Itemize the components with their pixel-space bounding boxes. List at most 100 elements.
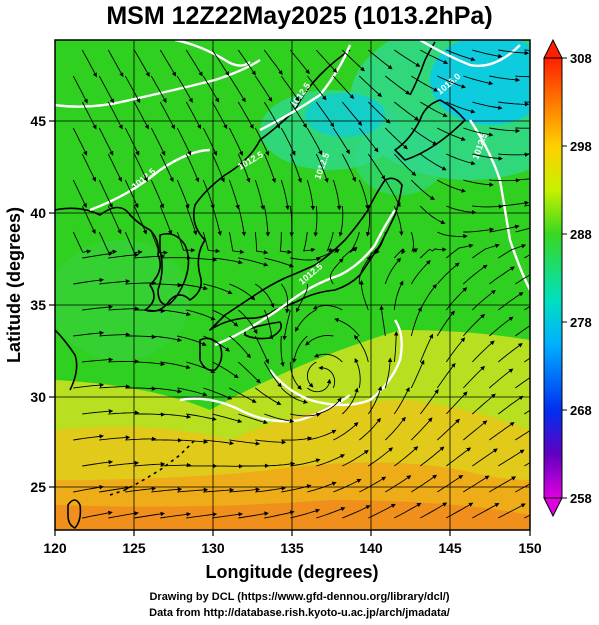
wind-streamline xyxy=(99,332,131,337)
wind-streamline xyxy=(98,231,118,255)
wind-streamline xyxy=(515,430,530,441)
wind-streamline xyxy=(489,266,515,285)
wind-streamline xyxy=(99,384,131,389)
wind-streamline xyxy=(472,49,503,59)
wind-streamline xyxy=(436,262,460,285)
wind-streamline xyxy=(341,49,365,72)
wind-streamline xyxy=(81,49,97,78)
wind-streamline xyxy=(177,283,208,291)
wind-streamline xyxy=(202,75,220,103)
wind-streamline xyxy=(72,231,92,254)
x-tick-labels: 120 125 130 135 140 145 150 xyxy=(43,540,542,556)
wind-streamline xyxy=(124,127,140,156)
wind-streamline xyxy=(498,449,525,467)
x-tick-label: 120 xyxy=(43,540,67,556)
wind-streamline xyxy=(419,247,447,259)
wind-streamline xyxy=(99,485,131,493)
wind-streamline xyxy=(134,361,166,367)
wind-streamline xyxy=(316,506,346,519)
wind-streamline xyxy=(264,257,295,268)
wind-streamline xyxy=(524,305,530,311)
wind-streamline xyxy=(263,153,277,184)
wind-streamline xyxy=(280,75,300,102)
wind-streamline xyxy=(177,335,207,346)
colorbar-tick-label: 308 xyxy=(570,51,592,66)
wind-streamline xyxy=(160,361,191,370)
x-tick-label: 135 xyxy=(280,540,304,556)
colorbar-tick-label: 298 xyxy=(570,139,592,154)
korea-peninsula xyxy=(157,232,190,306)
wind-streamline xyxy=(368,447,393,467)
taiwan xyxy=(67,499,82,529)
ryukyu-islands xyxy=(109,439,196,496)
colorbar-tick-label: 258 xyxy=(570,491,592,506)
coastlines xyxy=(55,41,466,529)
wind-streamline xyxy=(419,205,446,225)
wind-streamline xyxy=(134,412,166,417)
wind-streamline xyxy=(524,204,530,207)
wind-streamline xyxy=(279,232,293,255)
wind-streamline xyxy=(437,179,466,193)
wind-streamline xyxy=(203,283,233,295)
credit-line-2: Data from http://database.rish.kyoto-u.a… xyxy=(149,607,450,619)
wind-streamline xyxy=(150,127,166,156)
wind-streamline xyxy=(72,127,88,156)
wind-streamline xyxy=(436,310,455,337)
wind-streamline xyxy=(394,101,420,121)
wind-streamline xyxy=(471,289,496,311)
wind-streamline xyxy=(108,410,140,415)
wind-streamline xyxy=(82,357,114,363)
wind-streamline xyxy=(463,179,494,187)
temperature-field xyxy=(55,40,530,530)
wind-streamline xyxy=(358,179,370,210)
wind-streamline xyxy=(462,313,486,337)
wind-streamline xyxy=(524,409,530,415)
wind-streamline xyxy=(186,512,218,519)
wind-streamline xyxy=(212,257,243,265)
wind-streamline xyxy=(290,412,321,417)
wind-streamline xyxy=(437,127,466,141)
wind-streamline xyxy=(238,413,268,425)
wind-streamline xyxy=(186,257,218,263)
wind-streamline xyxy=(202,127,218,156)
wind-streamline xyxy=(316,397,342,415)
wind-streamline xyxy=(133,153,148,183)
wind-streamline xyxy=(151,487,183,493)
wind-streamline xyxy=(307,481,337,493)
wind-streamline xyxy=(410,260,431,285)
wind-streamline xyxy=(338,205,344,237)
x-tick-label: 140 xyxy=(359,540,383,556)
wind-streamline xyxy=(333,478,362,493)
wind-streamline xyxy=(185,153,200,183)
wind-streamline xyxy=(160,512,192,519)
wind-streamline xyxy=(445,391,468,415)
wind-streamline xyxy=(332,75,355,100)
wind-streamline xyxy=(133,205,147,235)
wind-streamline xyxy=(411,75,439,92)
wind-streamline xyxy=(82,251,114,259)
wind-streamline xyxy=(176,75,193,103)
wind-streamline xyxy=(211,49,230,77)
wind-streamline xyxy=(463,127,494,137)
wind-streamline xyxy=(342,505,371,519)
wind-streamline xyxy=(313,353,343,363)
wind-streamline xyxy=(151,335,182,343)
wind-streamline xyxy=(98,75,114,104)
wind-streamline xyxy=(107,101,123,130)
wind-streamline xyxy=(254,127,270,156)
colorbar-tick-label: 278 xyxy=(570,315,592,330)
wind-streamline xyxy=(306,179,316,211)
mainland-coast xyxy=(55,49,351,313)
wind-streamline xyxy=(384,127,408,150)
wind-streamline xyxy=(358,75,383,98)
honshu xyxy=(209,177,403,331)
wind-streamline xyxy=(312,305,343,311)
wind-streamline xyxy=(489,224,520,233)
wind-streamline xyxy=(264,461,296,467)
y-axis-label: Latitude (degrees) xyxy=(4,207,24,363)
wind-streamline xyxy=(228,127,244,156)
wind-streamline xyxy=(203,335,230,352)
wind-streamline xyxy=(420,101,448,117)
wind-streamline xyxy=(463,75,494,86)
wind-streamline xyxy=(211,205,222,236)
